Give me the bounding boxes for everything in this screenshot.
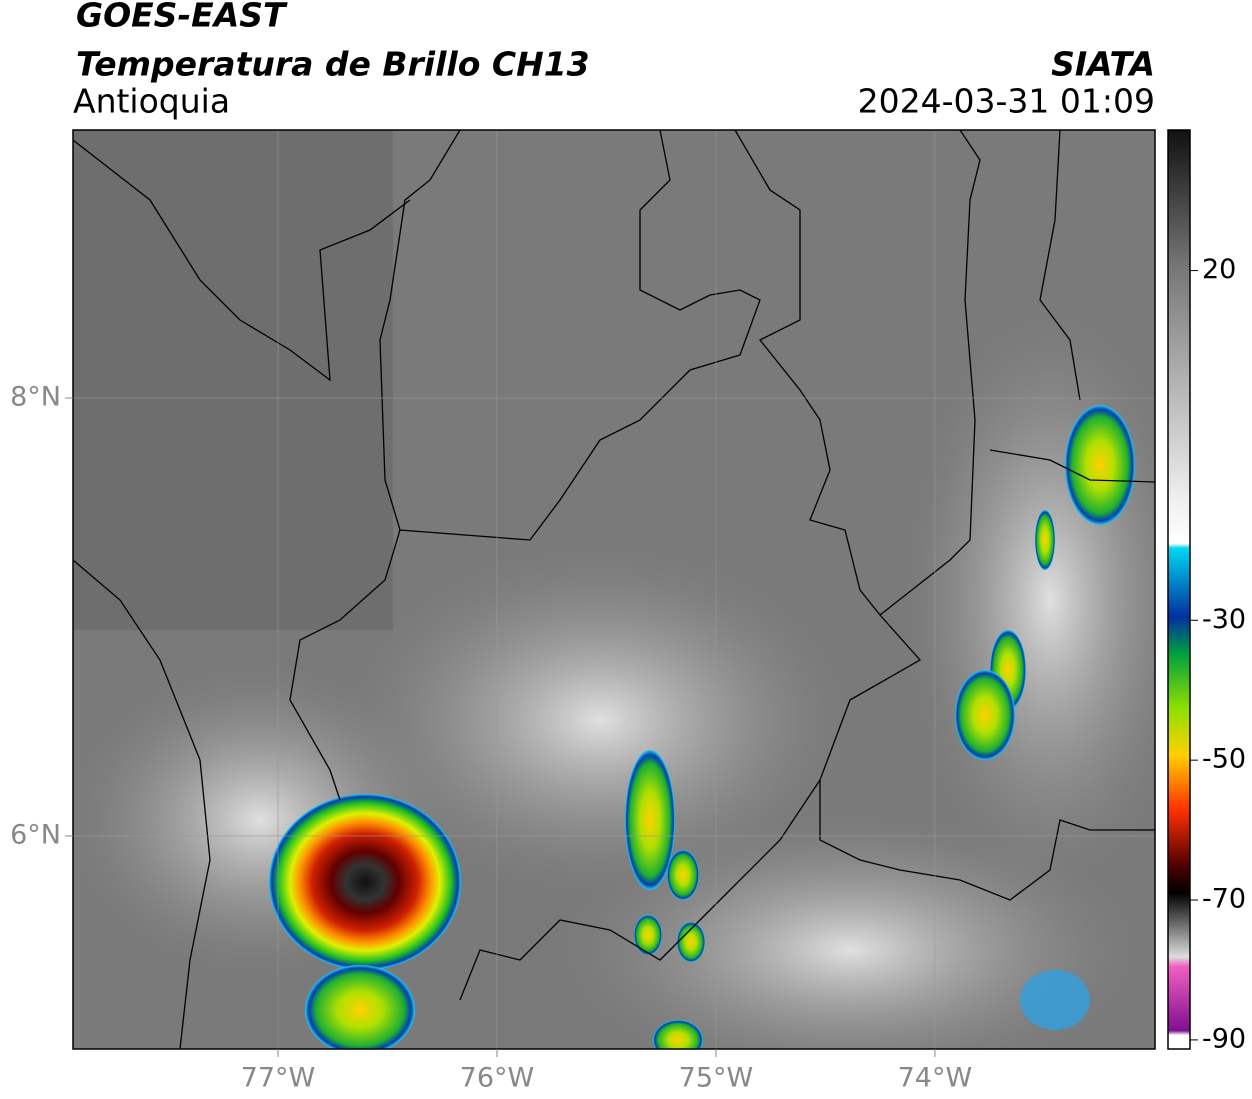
storm-cell [955, 670, 1015, 760]
storm-cell [625, 750, 675, 890]
colorbar-label: 20 [1202, 254, 1236, 285]
region: Antioquia [73, 82, 230, 121]
cloud-cell [1020, 970, 1090, 1030]
storm-cell [667, 850, 699, 900]
map-frame [72, 129, 1156, 1050]
cloud [550, 810, 1150, 1049]
axes: 77°W 76°W 75°W 74°W 8°N 6°N 20 -30 -50 -70 -90 [10, 254, 1246, 1093]
grid [73, 130, 1155, 1049]
lat-tick-label: 6°N [10, 819, 61, 850]
storm-cell [653, 1020, 703, 1049]
product: Temperatura de Brillo CH13 [76, 45, 590, 84]
colorbar-label: -70 [1202, 884, 1246, 915]
colorbar-label: -90 [1202, 1023, 1246, 1054]
colorbar [1167, 129, 1191, 1050]
storm-cell [1065, 405, 1135, 525]
storm-cell [634, 915, 662, 955]
colorbar-label: -50 [1202, 744, 1246, 775]
dark-region [73, 130, 393, 630]
lon-tick-label: 77°W [241, 1063, 316, 1094]
lon-tick-label: 75°W [679, 1063, 754, 1094]
borders [73, 130, 1155, 1049]
storm-cell [269, 794, 461, 970]
satellite: GOES-EAST [76, 0, 288, 35]
source: SIATA [1051, 45, 1155, 84]
lon-tick-label: 76°W [460, 1063, 535, 1094]
colorbar-label: -30 [1202, 604, 1246, 635]
lon-tick-label: 74°W [898, 1063, 973, 1094]
lat-tick-label: 8°N [10, 382, 61, 413]
storm-cell [1035, 510, 1055, 570]
storm-cell [305, 965, 415, 1049]
cloud [340, 540, 860, 900]
map-area [73, 130, 1155, 1049]
storm-cell [677, 922, 705, 962]
datetime: 2024-03-31 01:09 [858, 82, 1155, 121]
